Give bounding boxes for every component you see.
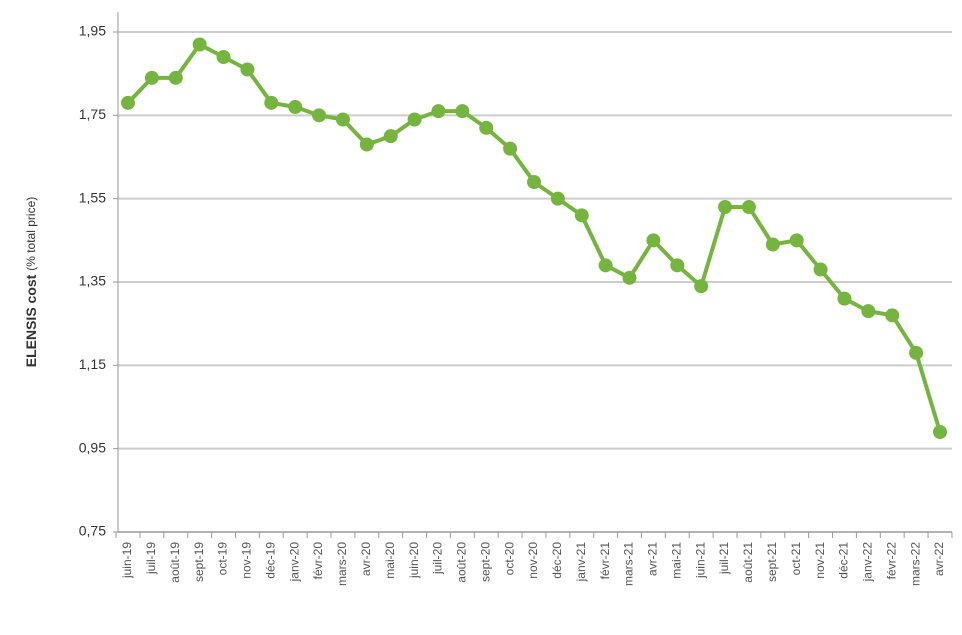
point <box>264 95 279 110</box>
point <box>216 50 231 64</box>
x-tick-label: juin-20 <box>407 542 421 579</box>
x-tick-label: nov-21 <box>813 542 827 579</box>
y-tick-label: 1,15 <box>79 356 106 372</box>
y-tick-label: 1,35 <box>79 273 106 289</box>
x-tick-label: nov-19 <box>240 542 254 579</box>
point <box>574 208 589 223</box>
x-tick-label: avr-22 <box>932 542 946 576</box>
point <box>527 175 541 189</box>
point <box>813 262 828 277</box>
point <box>192 37 207 52</box>
y-tick-label: 1,95 <box>79 23 106 39</box>
x-tick-label: mars-21 <box>622 542 636 586</box>
point <box>646 233 661 248</box>
y-label-unit: (% total price) <box>24 197 38 271</box>
point <box>168 70 183 85</box>
point <box>288 100 303 114</box>
point <box>837 291 852 306</box>
point <box>789 233 804 248</box>
x-tick-label: mars-22 <box>908 542 922 586</box>
point <box>694 279 709 294</box>
point <box>335 112 350 127</box>
point <box>861 304 876 319</box>
x-tick-label: mai-20 <box>383 542 397 579</box>
y-tick-label: 0,75 <box>79 523 106 539</box>
x-tick-label: févr-22 <box>884 542 898 580</box>
point <box>670 258 685 273</box>
x-tick-label: juil-21 <box>717 542 731 575</box>
point <box>622 270 637 285</box>
x-tick-label: sept-21 <box>765 542 779 582</box>
point <box>550 191 565 206</box>
x-tick-label: déc-21 <box>837 542 851 579</box>
x-tick-label: sept-20 <box>478 542 492 582</box>
line <box>126 41 942 433</box>
x-tick-label: avr-21 <box>646 542 660 576</box>
y-tick-label: 0,95 <box>79 439 106 455</box>
y-tick-label: 1,75 <box>79 106 106 122</box>
point <box>407 112 422 127</box>
x-tick-label: juin-19 <box>120 542 134 579</box>
y-axis-label: ELENSIS cost (% total price) <box>23 197 39 368</box>
x-tick-label: janv-22 <box>861 542 875 583</box>
point <box>741 200 756 214</box>
x-tick-label: avr-20 <box>359 542 373 576</box>
x-tick-label: juin-21 <box>693 542 707 579</box>
point <box>479 120 494 135</box>
point <box>718 200 733 214</box>
point <box>933 425 947 439</box>
point <box>240 62 255 77</box>
y-label-main: ELENSIS cost <box>23 274 39 367</box>
point <box>121 95 135 110</box>
x-tick-label: sept-19 <box>192 542 206 582</box>
x-tick-label: oct-20 <box>502 542 516 576</box>
x-tick-label: déc-19 <box>263 542 277 579</box>
x-tick-label: janv-21 <box>574 542 588 583</box>
x-tick-label: oct-21 <box>789 542 803 576</box>
y-tick-label: 1,55 <box>79 189 106 205</box>
x-tick-label: nov-20 <box>526 542 540 579</box>
point <box>359 137 374 152</box>
x-tick-label: août-20 <box>455 542 469 583</box>
point <box>383 129 398 144</box>
x-tick-label: mars-20 <box>335 542 349 586</box>
point <box>144 70 159 85</box>
point <box>455 104 470 119</box>
point <box>312 108 327 123</box>
point <box>885 308 900 323</box>
x-tick-label: janv-20 <box>287 542 301 583</box>
x-tick-label: févr-21 <box>598 542 612 580</box>
point <box>503 141 518 156</box>
point <box>431 104 446 119</box>
point <box>598 258 613 273</box>
point <box>909 345 924 360</box>
x-tick-label: déc-20 <box>550 542 564 579</box>
x-tick-label: févr-20 <box>311 542 325 580</box>
x-tick-label: août-21 <box>741 542 755 583</box>
x-tick-label: juil-19 <box>144 542 158 575</box>
x-tick-label: août-19 <box>168 542 182 583</box>
point <box>765 237 780 252</box>
x-tick-label: oct-19 <box>216 542 230 576</box>
x-tick-label: juil-20 <box>431 542 445 575</box>
x-tick-label: mai-21 <box>669 542 683 579</box>
